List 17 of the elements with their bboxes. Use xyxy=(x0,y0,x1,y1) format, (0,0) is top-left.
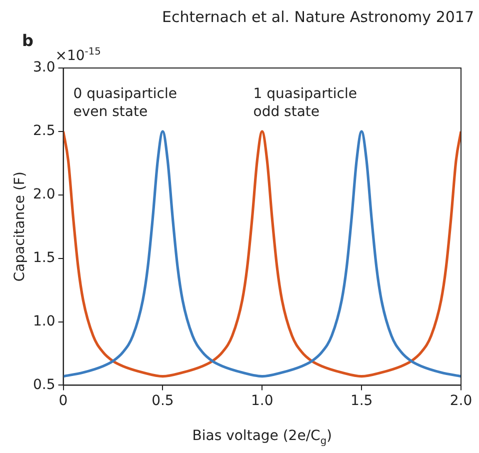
x-tick-label: 1.0 xyxy=(251,393,274,410)
y-tick-label: 3.0 xyxy=(33,60,56,76)
y-tick-label: 2.0 xyxy=(33,186,56,203)
line-series xyxy=(63,130,461,378)
y-tick-label: 1.5 xyxy=(33,250,56,266)
y-tick-label: 0.5 xyxy=(33,376,56,393)
annotation: 0 quasiparticle even state xyxy=(73,86,177,120)
y-tick-label: 1.0 xyxy=(33,313,56,330)
y-tick-label: 2.5 xyxy=(33,123,56,140)
annotation: 1 quasiparticle odd state xyxy=(253,86,357,120)
x-tick-label: 0.5 xyxy=(152,393,174,410)
x-tick-label: 0 xyxy=(58,393,68,410)
x-tick-label: 1.5 xyxy=(350,393,373,410)
x-tick-label: 2.0 xyxy=(450,393,472,410)
y-axis-title: Capacitance (F) xyxy=(12,172,28,282)
chart-subtitle: Echternach et al. Nature Astronomy 2017 xyxy=(162,8,474,26)
chart-title: b xyxy=(22,31,34,50)
